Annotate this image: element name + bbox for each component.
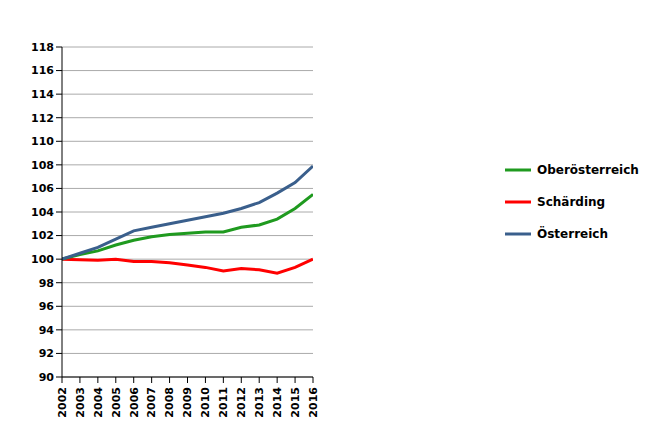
- svg-text:2015: 2015: [289, 387, 302, 418]
- svg-text:100: 100: [31, 253, 54, 266]
- svg-text:2010: 2010: [199, 387, 212, 418]
- svg-text:2012: 2012: [235, 387, 248, 418]
- svg-text:2011: 2011: [217, 387, 230, 418]
- svg-text:110: 110: [31, 135, 54, 148]
- html-text:Österreich: Österreich: [537, 227, 608, 241]
- svg-text:90: 90: [39, 371, 55, 384]
- html-text:Schärding: Schärding: [537, 195, 606, 209]
- svg-text:2002: 2002: [56, 387, 69, 418]
- svg-text:114: 114: [31, 88, 54, 101]
- html-text:Oberösterreich: Oberösterreich: [537, 163, 639, 177]
- svg-text:2003: 2003: [74, 387, 87, 418]
- svg-text:94: 94: [39, 324, 55, 337]
- svg-text:2008: 2008: [163, 387, 176, 418]
- svg-text:102: 102: [31, 229, 54, 242]
- svg-text:96: 96: [39, 300, 55, 313]
- svg-text:2009: 2009: [181, 387, 194, 418]
- svg-text:116: 116: [31, 64, 54, 77]
- svg-text:2014: 2014: [271, 387, 284, 418]
- svg-text:2016: 2016: [307, 387, 320, 418]
- svg-text:92: 92: [39, 347, 54, 360]
- svg-text:104: 104: [31, 206, 54, 219]
- svg-text:108: 108: [31, 159, 54, 172]
- svg-text:112: 112: [31, 112, 54, 125]
- svg-text:106: 106: [31, 182, 54, 195]
- svg-text:98: 98: [39, 277, 54, 290]
- svg-text:2007: 2007: [145, 387, 158, 418]
- svg-text:2013: 2013: [253, 387, 266, 418]
- svg-text:118: 118: [31, 41, 54, 54]
- svg-text:2006: 2006: [128, 387, 141, 418]
- svg-text:2005: 2005: [110, 387, 123, 418]
- svg-text:2004: 2004: [92, 387, 105, 418]
